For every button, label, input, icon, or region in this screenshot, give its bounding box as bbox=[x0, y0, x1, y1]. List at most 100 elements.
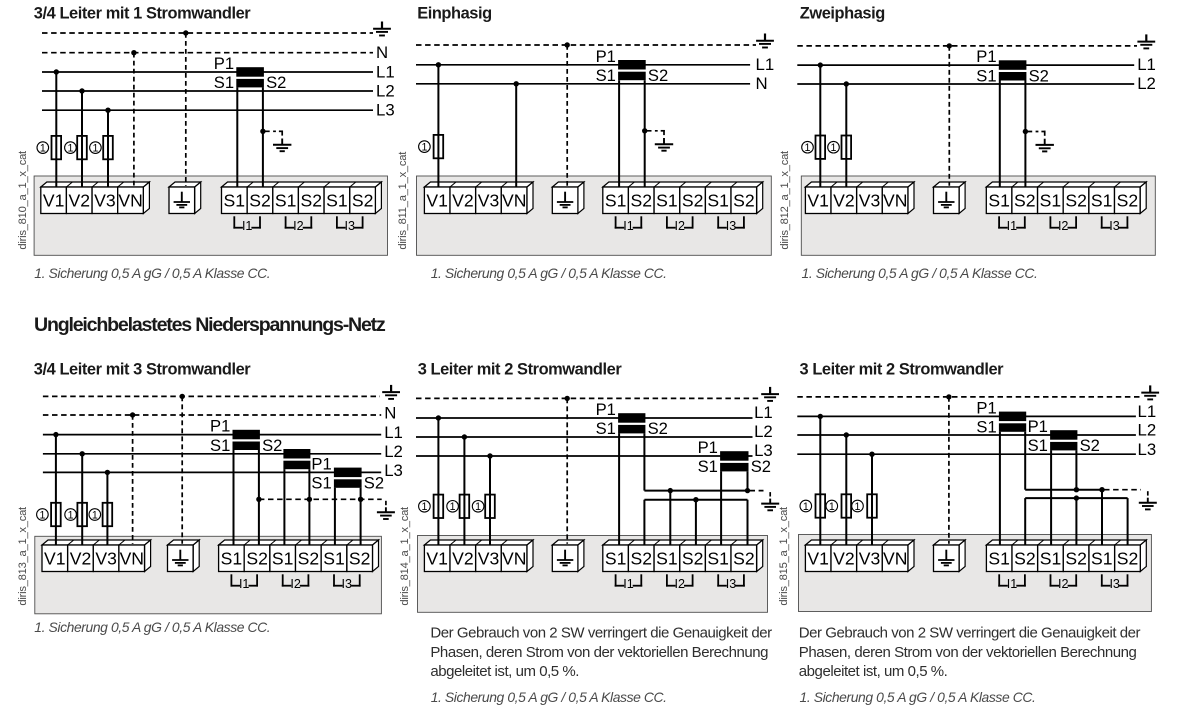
svg-text:I3: I3 bbox=[1109, 577, 1120, 591]
svg-text:S1: S1 bbox=[988, 549, 1010, 569]
svg-text:VN: VN bbox=[883, 191, 907, 211]
svg-text:I1: I1 bbox=[239, 577, 250, 591]
svg-text:S1: S1 bbox=[323, 549, 345, 569]
svg-text:1: 1 bbox=[39, 509, 45, 521]
svg-text:S2: S2 bbox=[1014, 549, 1036, 569]
svg-text:S1: S1 bbox=[275, 191, 297, 211]
svg-text:S2: S2 bbox=[266, 73, 286, 92]
svg-text:S1: S1 bbox=[1091, 549, 1113, 569]
svg-text:L3: L3 bbox=[754, 441, 773, 460]
svg-text:VN: VN bbox=[502, 549, 526, 569]
svg-text:abgeleitet ist, um 0,5 %.: abgeleitet ist, um 0,5 %. bbox=[430, 663, 579, 680]
svg-text:I3: I3 bbox=[345, 219, 356, 233]
svg-text:L1: L1 bbox=[384, 423, 403, 442]
svg-text:I2: I2 bbox=[1058, 219, 1069, 233]
svg-text:Phasen, deren Strom von der ve: Phasen, deren Strom von der vektoriellen… bbox=[799, 644, 1137, 661]
svg-text:1: 1 bbox=[450, 501, 456, 513]
svg-text:S2: S2 bbox=[349, 549, 371, 569]
svg-text:V3: V3 bbox=[859, 549, 881, 569]
svg-text:3/4 Leiter mit 1 Stromwandler: 3/4 Leiter mit 1 Stromwandler bbox=[34, 5, 251, 23]
svg-text:S1: S1 bbox=[272, 549, 294, 569]
svg-text:P1: P1 bbox=[976, 399, 996, 418]
svg-text:S1: S1 bbox=[976, 66, 996, 85]
svg-text:1: 1 bbox=[92, 142, 98, 154]
svg-text:diris_810_a_1_x_cat: diris_810_a_1_x_cat bbox=[17, 150, 29, 250]
svg-text:1. Sicherung 0,5 A gG / 0,5 A: 1. Sicherung 0,5 A gG / 0,5 A Klasse CC. bbox=[34, 619, 270, 635]
svg-text:I2: I2 bbox=[293, 219, 304, 233]
svg-text:diris_813_a_1_x_cat: diris_813_a_1_x_cat bbox=[17, 506, 29, 606]
svg-text:S1: S1 bbox=[656, 191, 678, 211]
svg-text:V1: V1 bbox=[43, 191, 65, 211]
svg-text:3 Leiter mit 2 Stromwandler: 3 Leiter mit 2 Stromwandler bbox=[418, 361, 623, 379]
svg-text:L2: L2 bbox=[1138, 421, 1157, 440]
svg-text:I2: I2 bbox=[675, 219, 686, 233]
svg-text:1: 1 bbox=[92, 509, 98, 521]
svg-text:S1: S1 bbox=[988, 191, 1010, 211]
svg-text:V2: V2 bbox=[833, 191, 855, 211]
svg-text:VN: VN bbox=[118, 191, 142, 211]
svg-text:diris_812_a_1_x_cat: diris_812_a_1_x_cat bbox=[779, 150, 791, 250]
svg-text:V1: V1 bbox=[426, 191, 448, 211]
svg-text:V3: V3 bbox=[478, 191, 500, 211]
svg-text:S1: S1 bbox=[707, 191, 729, 211]
svg-text:1: 1 bbox=[855, 501, 861, 513]
svg-text:VN: VN bbox=[120, 549, 144, 569]
svg-text:S2: S2 bbox=[733, 549, 755, 569]
svg-text:S2: S2 bbox=[1065, 549, 1087, 569]
svg-text:S2: S2 bbox=[1029, 66, 1049, 85]
svg-text:I1: I1 bbox=[623, 219, 634, 233]
svg-text:S2: S2 bbox=[733, 191, 755, 211]
svg-text:diris_811_a_1_x_cat: diris_811_a_1_x_cat bbox=[397, 151, 409, 250]
svg-text:1. Sicherung 0,5 A gG / 0,5 A: 1. Sicherung 0,5 A gG / 0,5 A Klasse CC. bbox=[802, 265, 1038, 281]
svg-text:S2: S2 bbox=[364, 474, 384, 493]
svg-text:I3: I3 bbox=[342, 577, 353, 591]
svg-text:S2: S2 bbox=[682, 549, 704, 569]
svg-text:S1: S1 bbox=[221, 549, 243, 569]
svg-text:S1: S1 bbox=[1040, 191, 1062, 211]
svg-text:I3: I3 bbox=[726, 577, 737, 591]
svg-text:S1: S1 bbox=[707, 549, 729, 569]
svg-text:S2: S2 bbox=[631, 549, 653, 569]
svg-text:V2: V2 bbox=[69, 191, 91, 211]
svg-text:P1: P1 bbox=[976, 47, 996, 66]
svg-text:S2: S2 bbox=[1080, 436, 1100, 455]
svg-text:L3: L3 bbox=[376, 101, 395, 120]
svg-text:S2: S2 bbox=[751, 457, 771, 476]
svg-text:S1: S1 bbox=[596, 419, 616, 438]
svg-text:I2: I2 bbox=[1058, 577, 1069, 591]
svg-text:P1: P1 bbox=[210, 417, 230, 436]
svg-text:1: 1 bbox=[68, 509, 74, 521]
svg-text:S2: S2 bbox=[648, 66, 668, 85]
svg-text:V3: V3 bbox=[859, 191, 881, 211]
svg-text:S1: S1 bbox=[605, 191, 627, 211]
svg-text:abgeleitet ist, um 0,5 %.: abgeleitet ist, um 0,5 %. bbox=[799, 663, 948, 680]
svg-text:L3: L3 bbox=[1138, 440, 1157, 459]
svg-text:S2: S2 bbox=[246, 549, 268, 569]
svg-text:L2: L2 bbox=[376, 81, 395, 100]
svg-text:P1: P1 bbox=[1028, 417, 1048, 436]
svg-text:Phasen, deren Strom von der ve: Phasen, deren Strom von der vektoriellen… bbox=[430, 644, 768, 661]
svg-text:S2: S2 bbox=[631, 191, 653, 211]
svg-text:L1: L1 bbox=[1137, 55, 1156, 74]
svg-text:S1: S1 bbox=[214, 73, 234, 92]
svg-text:V3: V3 bbox=[95, 549, 117, 569]
svg-text:Der Gebrauch von 2 SW verringe: Der Gebrauch von 2 SW verringert die Gen… bbox=[430, 625, 772, 642]
svg-text:S2: S2 bbox=[1065, 191, 1087, 211]
svg-text:3/4 Leiter mit 3 Stromwandler: 3/4 Leiter mit 3 Stromwandler bbox=[34, 361, 251, 379]
svg-text:V1: V1 bbox=[807, 191, 829, 211]
svg-text:S2: S2 bbox=[1014, 191, 1036, 211]
svg-text:P1: P1 bbox=[596, 400, 616, 419]
svg-text:S1: S1 bbox=[656, 549, 678, 569]
svg-text:1. Sicherung 0,5 A gG / 0,5 A: 1. Sicherung 0,5 A gG / 0,5 A Klasse CC. bbox=[34, 265, 270, 281]
svg-text:L1: L1 bbox=[376, 62, 395, 81]
svg-text:1: 1 bbox=[831, 142, 837, 154]
svg-text:I1: I1 bbox=[1007, 219, 1018, 233]
svg-text:VN: VN bbox=[502, 191, 526, 211]
svg-text:I1: I1 bbox=[242, 219, 253, 233]
svg-text:S1: S1 bbox=[698, 457, 718, 476]
svg-text:I1: I1 bbox=[1007, 577, 1018, 591]
svg-text:S1: S1 bbox=[224, 191, 246, 211]
svg-text:L2: L2 bbox=[754, 422, 773, 441]
svg-text:S2: S2 bbox=[1117, 549, 1139, 569]
svg-text:V2: V2 bbox=[452, 191, 474, 211]
